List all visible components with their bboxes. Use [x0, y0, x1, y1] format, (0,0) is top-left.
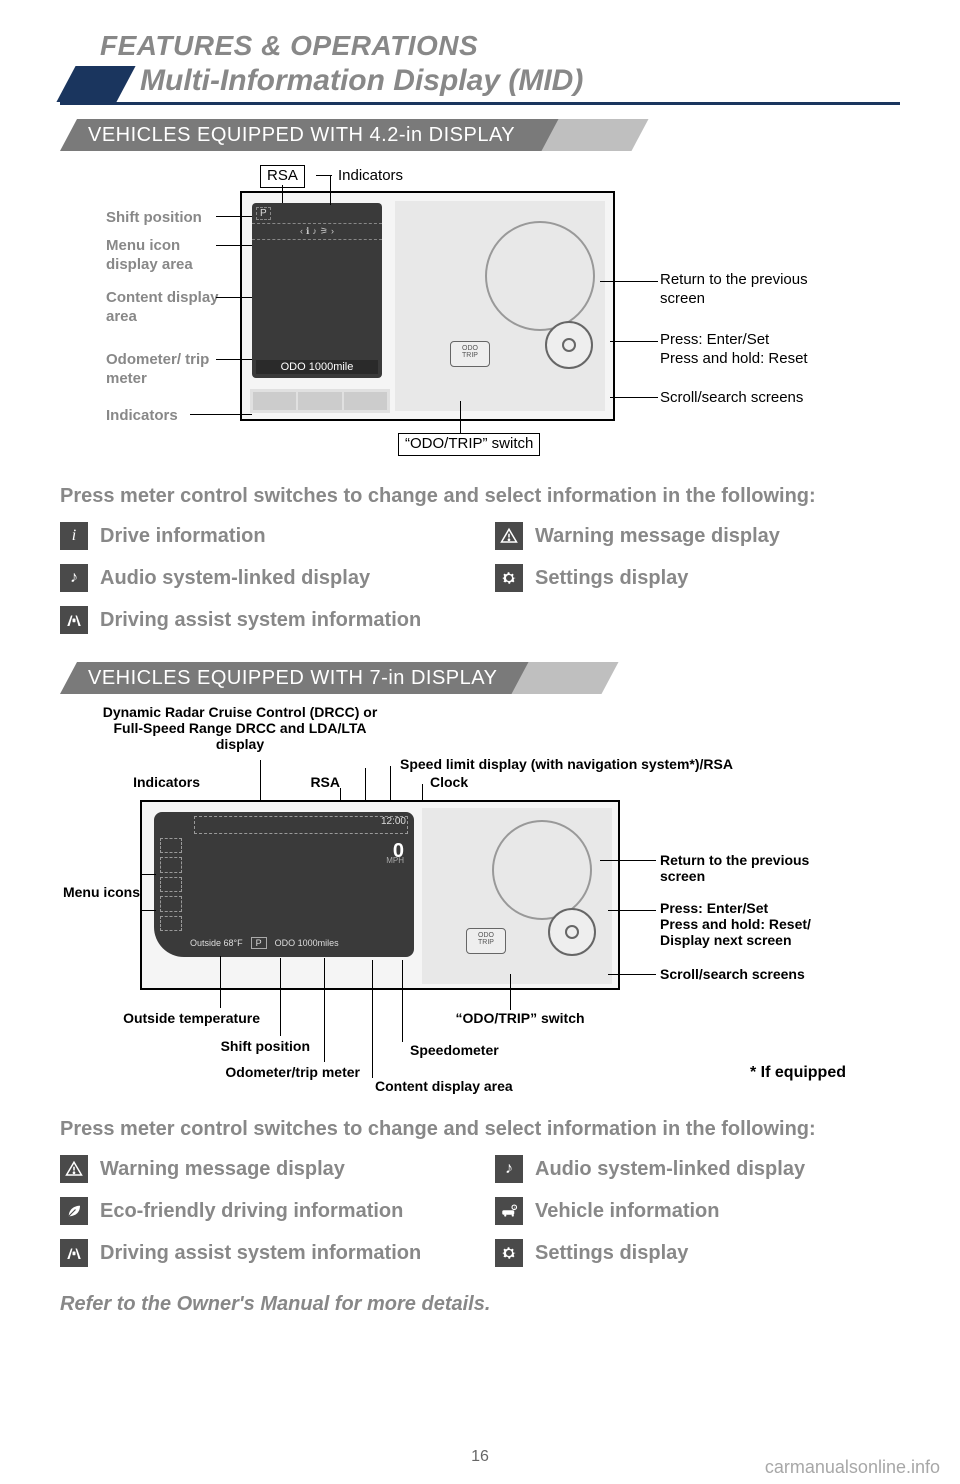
feat-eco: Eco-friendly driving information	[60, 1197, 465, 1225]
music-note-icon: ♪	[495, 1155, 523, 1183]
diagram-42in: P ‹ℹ♪⚞› ODO 1000mile ODOTRIP RSA I	[60, 161, 900, 461]
feat-label: Eco-friendly driving information	[100, 1200, 403, 1223]
callout-speed-limit: Speed limit display (with navigation sys…	[400, 756, 780, 772]
callout-shift-position-7: Shift position	[160, 1038, 310, 1054]
steering-control-pad-7	[548, 908, 596, 956]
callout-outside-temp: Outside temperature	[100, 1010, 260, 1026]
feat-label: Settings display	[535, 567, 688, 590]
eyebrow-heading: FEATURES & OPERATIONS	[100, 30, 900, 62]
mid-outside-temp: Outside 68°F	[190, 938, 243, 948]
mid-gear: P	[251, 937, 267, 949]
features2-grid: Warning message display ♪ Audio system-l…	[60, 1155, 900, 1267]
warning-icon	[495, 522, 523, 550]
section-banner-2-text: VEHICLES EQUIPPED WITH 7-in DISPLAY	[60, 662, 900, 694]
feat-label: Vehicle information	[535, 1200, 719, 1223]
feat-settings-2: Settings display	[495, 1239, 900, 1267]
mid-odo: ODO 1000miles	[275, 938, 339, 948]
callout-menu-icons: Menu icons	[50, 884, 140, 900]
callout-return-prev: Return to the previous screen	[660, 271, 820, 309]
odo-trip-button-7: ODOTRIP	[466, 928, 506, 954]
odo-trip-button: ODOTRIP	[450, 341, 490, 367]
callout-odo-trip: Odometer/ trip meter	[106, 351, 236, 389]
callout-scroll-7: Scroll/search screens	[660, 966, 860, 982]
callout-clock: Clock	[430, 774, 510, 790]
page-title: Multi-Information Display (MID)	[140, 64, 583, 102]
callout-rsa-7: RSA	[280, 774, 340, 790]
callout-speedometer: Speedometer	[410, 1042, 560, 1058]
title-accent-shape	[56, 66, 135, 102]
callout-content-area: Content display area	[106, 289, 236, 327]
section-banner-1: VEHICLES EQUIPPED WITH 4.2-in DISPLAY	[60, 119, 900, 151]
callout-odo-switch-7: “ODO/TRIP” switch	[440, 1010, 600, 1026]
leaf-icon	[60, 1197, 88, 1225]
callout-odo-trip-7: Odometer/trip meter	[180, 1064, 360, 1080]
car-lane-icon	[60, 606, 88, 634]
feat-label: Audio system-linked display	[100, 567, 370, 590]
callout-shift-position: Shift position	[106, 209, 236, 228]
gear-icon	[495, 1239, 523, 1267]
feat-label: Settings display	[535, 1242, 688, 1265]
closing-note: Refer to the Owner's Manual for more det…	[60, 1293, 900, 1316]
features1-grid: i Drive information Warning message disp…	[60, 522, 900, 634]
callout-odo-switch: “ODO/TRIP” switch	[398, 433, 540, 456]
feat-audio: ♪ Audio system-linked display	[60, 564, 465, 592]
feat-label: Warning message display	[100, 1158, 345, 1181]
feat-driving-assist-2: Driving assist system information	[60, 1239, 465, 1267]
section-banner-1-text: VEHICLES EQUIPPED WITH 4.2-in DISPLAY	[60, 119, 900, 151]
gear-icon	[495, 564, 523, 592]
feat-vehicle-info: ! Vehicle information	[495, 1197, 900, 1225]
callout-return-prev-7: Return to the previous screen	[660, 852, 830, 884]
feat-label: Drive information	[100, 525, 266, 548]
callout-press-enter: Press: Enter/Set Press and hold: Reset	[660, 331, 860, 369]
warning-icon	[60, 1155, 88, 1183]
callout-content-area-7: Content display area	[375, 1078, 555, 1094]
features2-intro: Press meter control switches to change a…	[60, 1118, 900, 1141]
section-banner-2: VEHICLES EQUIPPED WITH 7-in DISPLAY	[60, 662, 900, 694]
callout-menu-icon-area: Menu icon display area	[106, 237, 236, 275]
callout-press-enter-7: Press: Enter/Set Press and hold: Reset/ …	[660, 900, 860, 948]
footnote-if-equipped: * If equipped	[750, 1064, 846, 1082]
feat-warning-2: Warning message display	[60, 1155, 465, 1183]
diagram-7in: Dynamic Radar Cruise Control (DRCC) or F…	[60, 704, 900, 1114]
feat-label: Driving assist system information	[100, 609, 421, 632]
callout-indicators-top: Indicators	[338, 167, 403, 186]
watermark: carmanualsonline.info	[765, 1457, 940, 1478]
feat-settings: Settings display	[495, 564, 900, 592]
car-info-icon: !	[495, 1197, 523, 1225]
feat-label: Warning message display	[535, 525, 780, 548]
svg-text:!: !	[514, 1206, 515, 1210]
feat-label: Driving assist system information	[100, 1242, 421, 1265]
callout-indicators-bottom: Indicators	[106, 407, 236, 426]
callout-drcc: Dynamic Radar Cruise Control (DRCC) or F…	[90, 704, 390, 752]
feat-warning: Warning message display	[495, 522, 900, 550]
music-note-icon: ♪	[60, 564, 88, 592]
steering-control-pad	[545, 321, 593, 369]
info-icon: i	[60, 522, 88, 550]
callout-scroll-screens: Scroll/search screens	[660, 389, 860, 408]
feat-label: Audio system-linked display	[535, 1158, 805, 1181]
feat-driving-assist: Driving assist system information	[60, 606, 465, 634]
features1-intro: Press meter control switches to change a…	[60, 485, 900, 508]
car-lane-icon	[60, 1239, 88, 1267]
mid-odo-readout: ODO 1000mile	[256, 360, 378, 374]
mid-speed-unit: MPH	[386, 856, 404, 865]
feat-drive-info: i Drive information	[60, 522, 465, 550]
mid-clock: 12:00	[381, 816, 406, 827]
feat-audio-2: ♪ Audio system-linked display	[495, 1155, 900, 1183]
title-row: Multi-Information Display (MID)	[60, 64, 900, 105]
callout-indicators-7: Indicators	[100, 774, 200, 790]
